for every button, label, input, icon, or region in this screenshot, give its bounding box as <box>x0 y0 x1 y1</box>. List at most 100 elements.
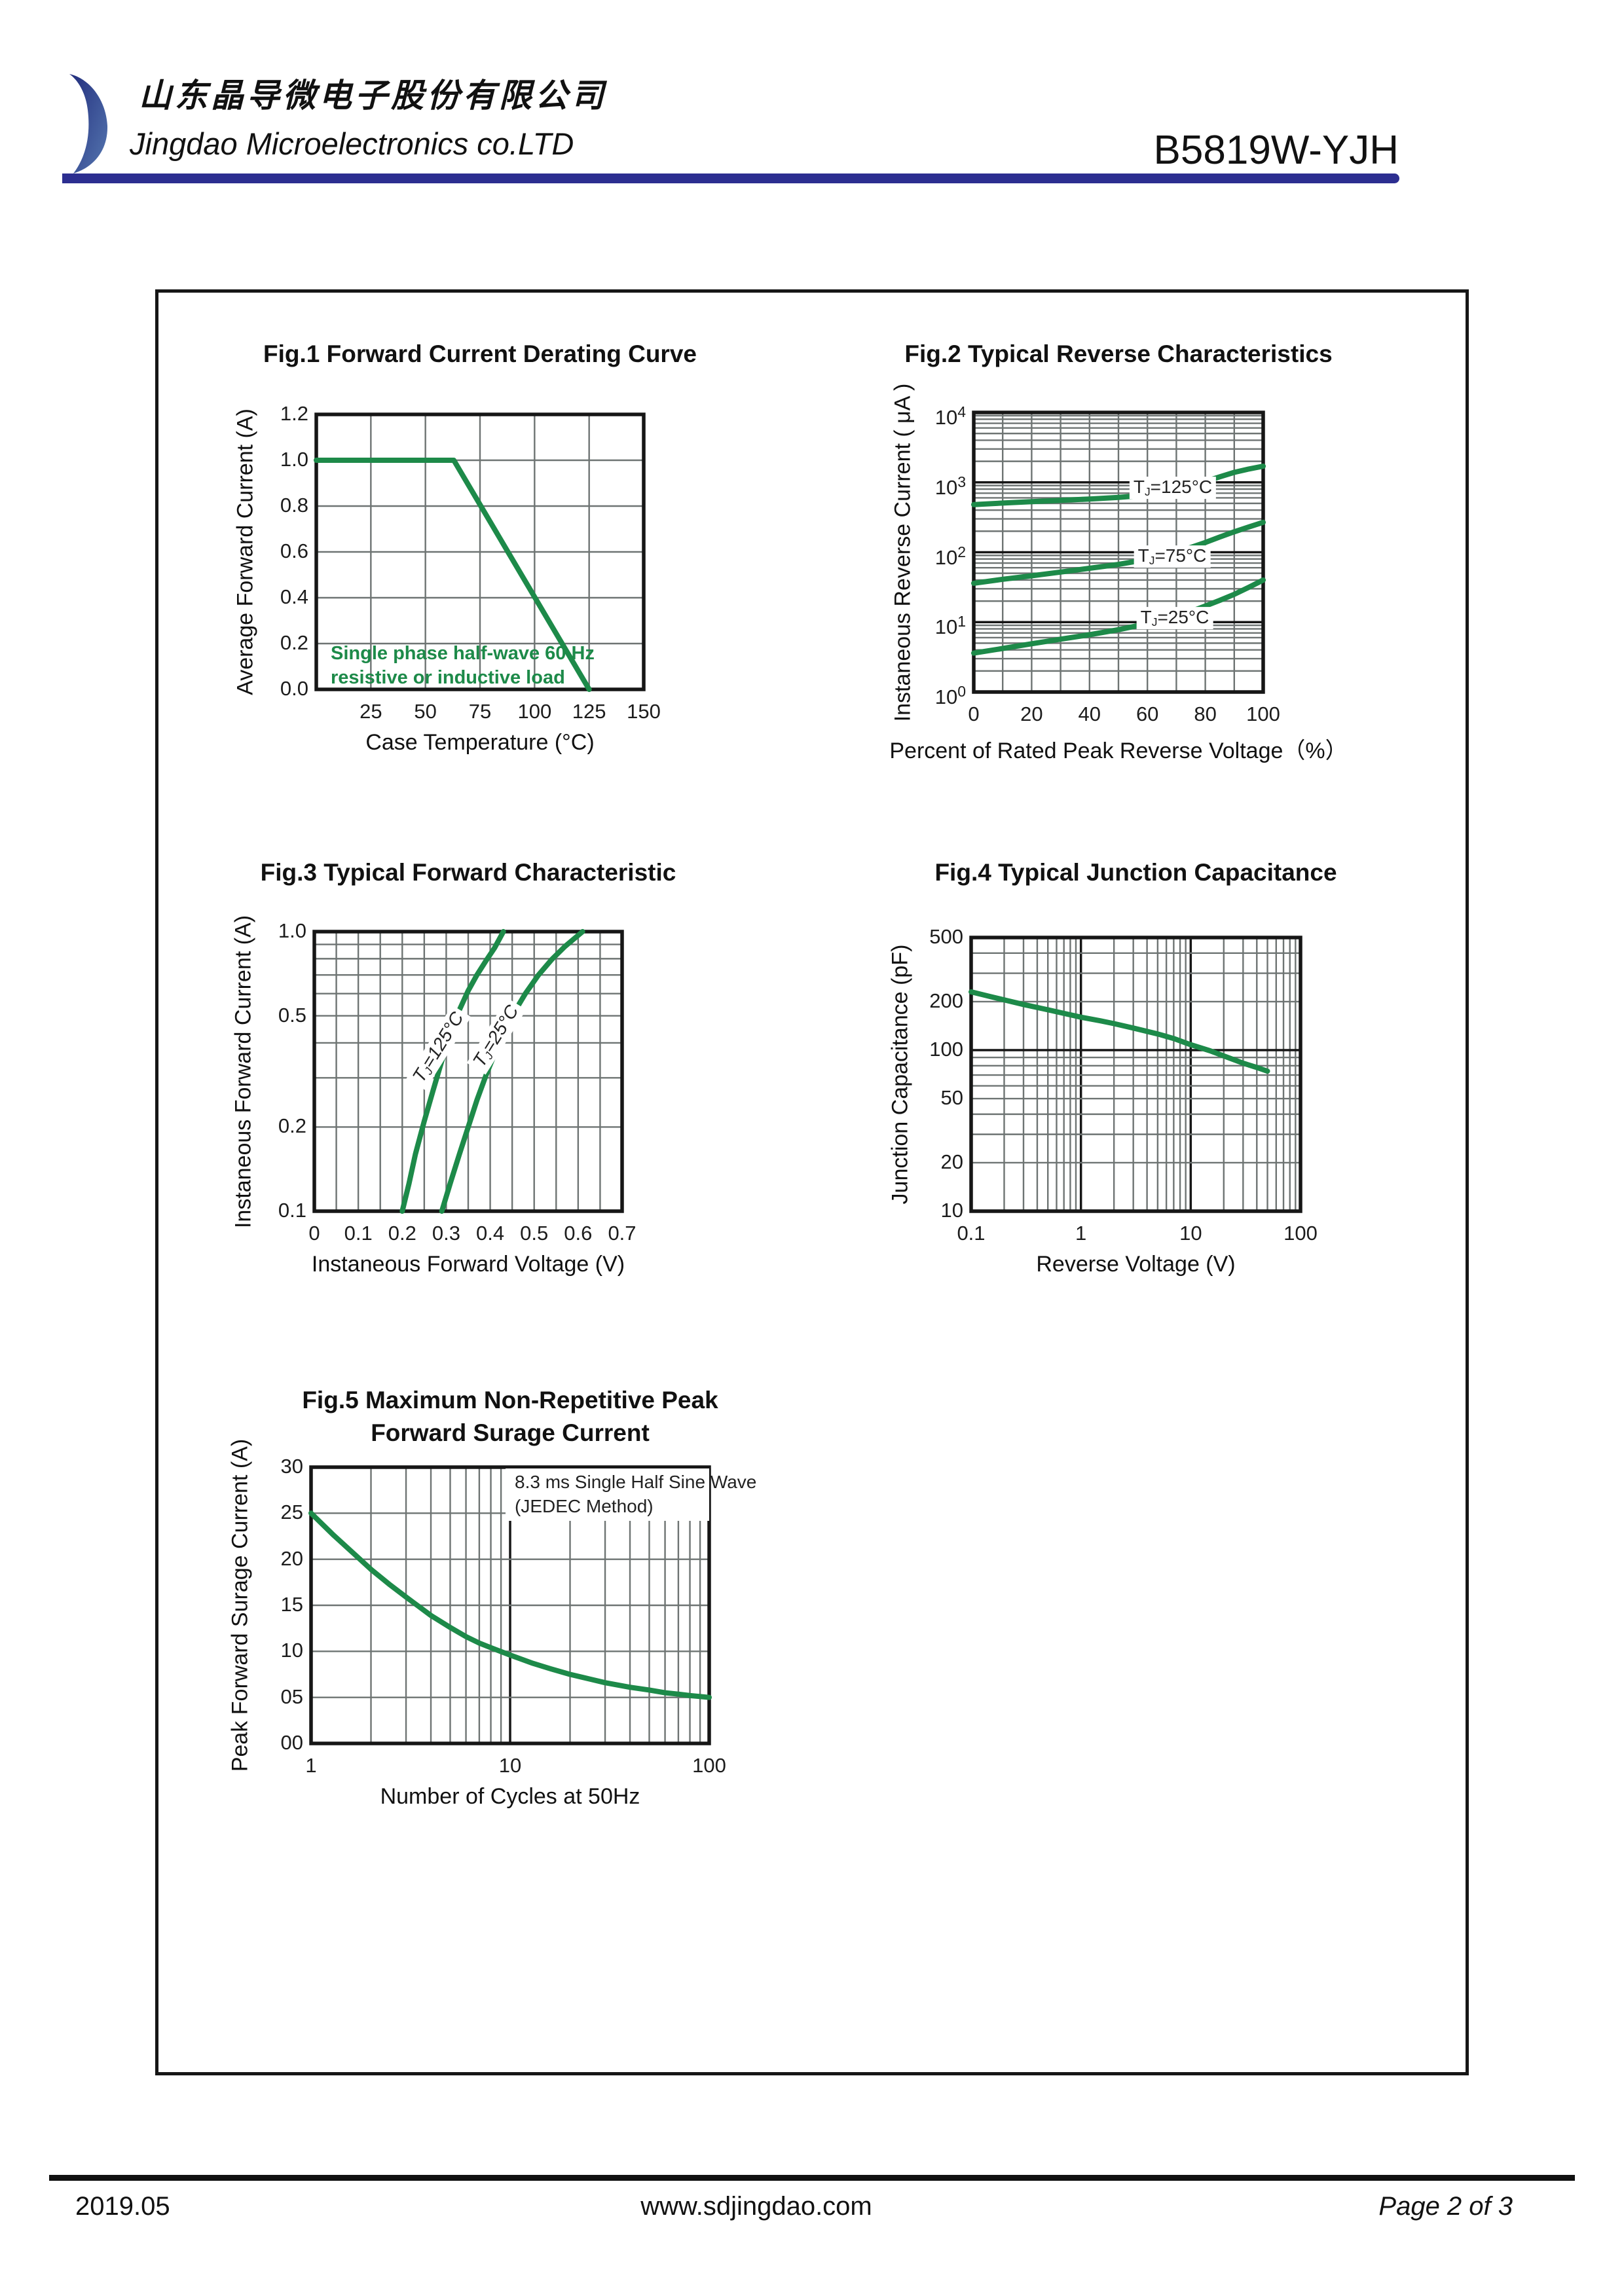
fig1-y-tick-label: 0.4 <box>280 585 308 608</box>
curve-forward-current-derating <box>314 458 592 692</box>
logo-crescent-shape <box>69 74 108 173</box>
fig5-y-tick-label: 25 <box>280 1501 303 1524</box>
fig3-y-tick-label: 0.1 <box>278 1199 306 1222</box>
fig5-y-tick-label: 05 <box>280 1685 303 1708</box>
fig4-y-tick-label: 10 <box>940 1199 963 1222</box>
fig5-y-tick-label: 00 <box>280 1731 303 1754</box>
fig2-title: Fig.2 Typical Reverse Characteristics <box>904 340 1333 367</box>
footer-date: 2019.05 <box>75 2192 170 2221</box>
subscript: J <box>1151 615 1158 629</box>
plot-frame <box>314 412 646 691</box>
fig4-y-tick-label: 50 <box>940 1086 963 1110</box>
exponent: 3 <box>957 473 966 490</box>
fig1-y-tick-label: 1.2 <box>280 402 308 425</box>
plot-frame <box>312 930 624 1213</box>
fig2-y-tick-label: 103 <box>934 473 966 499</box>
fig4-x-tick-label: 100 <box>1283 1222 1318 1245</box>
curve-peak-surge-current <box>308 1510 712 1700</box>
header: 山东晶导微电子股份有限公司 Jingdao Microelectronics c… <box>0 0 1624 196</box>
fig3-x-tick-label: 0.3 <box>432 1222 460 1245</box>
fig5-title: Fig.5 Maximum Non-Repetitive Peak Forwar… <box>302 1387 718 1446</box>
plot-frame <box>309 1465 711 1745</box>
fig3-x-tick-label: 0.4 <box>476 1222 505 1245</box>
fig4-y-tick-label: 100 <box>929 1037 963 1061</box>
fig2-x-tick-label: 80 <box>1194 702 1217 725</box>
fig2-x-tick-label: 20 <box>1020 702 1043 725</box>
exponent: 4 <box>957 403 966 420</box>
annotation-line: resistive or inductive load <box>331 667 565 688</box>
fig2-x-axis-label: Percent of Rated Peak Reverse Voltage（%） <box>889 738 1348 763</box>
fig4-title: Fig.4 Typical Junction Capacitance <box>934 859 1337 886</box>
fig4-y-tick-label: 500 <box>929 925 963 948</box>
fig3-title: Fig.3 Typical Forward Characteristic <box>260 859 676 886</box>
company-name-en: Jingdao Microelectronics co.LTD <box>130 126 574 161</box>
footer: 2019.05 www.sdjingdao.com Page 2 of 3 <box>0 2160 1624 2265</box>
fig1-y-tick-label: 0.0 <box>280 677 308 700</box>
subscript: J <box>1144 484 1151 498</box>
fig1-y-tick-label: 0.8 <box>280 494 308 517</box>
fig1-x-tick-label: 25 <box>360 700 382 723</box>
subscript: J <box>421 1065 436 1077</box>
fig3-y-tick-label: 0.2 <box>278 1114 306 1138</box>
fig5-x-tick-label: 100 <box>692 1754 726 1777</box>
subscript: J <box>1149 553 1155 567</box>
fig5-y-tick-label: 15 <box>280 1593 303 1616</box>
plot-frame <box>972 410 1265 694</box>
company-logo-icon <box>69 74 108 173</box>
fig2-curve-label: TJ=75°C <box>1134 545 1211 568</box>
fig4-y-tick-label: 200 <box>929 989 963 1012</box>
footer-website: www.sdjingdao.com <box>640 2192 872 2221</box>
fig1-x-tick-label: 125 <box>572 700 606 723</box>
fig1-y-tick-label: 0.2 <box>280 631 308 654</box>
fig3-y-tick-label: 0.5 <box>278 1003 306 1027</box>
curve-junction-capacitance <box>969 989 1270 1074</box>
fig2-y-tick-label: 101 <box>934 613 966 639</box>
annotation-line: 8.3 ms Single Half Sine Wave <box>515 1472 757 1492</box>
fig3-x-tick-label: 0.5 <box>520 1222 549 1245</box>
exponent: 2 <box>957 543 966 560</box>
company-name-cn: 山东晶导微电子股份有限公司 <box>139 77 607 114</box>
fig4-y-tick-label: 20 <box>940 1150 963 1173</box>
exponent: 0 <box>957 683 966 700</box>
fig1-x-tick-label: 150 <box>627 700 661 723</box>
fig5-x-tick-label: 10 <box>498 1754 522 1777</box>
fig1-title: Fig.1 Forward Current Derating Curve <box>263 340 697 367</box>
fig2-x-tick-label: 60 <box>1135 702 1159 725</box>
fig3-y-tick-label: 1.0 <box>278 919 306 942</box>
fig5-x-axis-label: Number of Cycles at 50Hz <box>380 1784 640 1809</box>
fig2-curve-label: TJ=25°C <box>1136 607 1213 629</box>
fig1-annotation: Single phase half-wave 60 Hz resistive or… <box>331 642 595 690</box>
fig2-x-tick-label: 100 <box>1246 702 1280 725</box>
footer-page-label: Page 2 of 3 <box>1378 2192 1513 2221</box>
fig5-y-tick-label: 30 <box>280 1455 303 1478</box>
fig5-y-tick-label: 20 <box>280 1546 303 1570</box>
fig1-y-tick-label: 0.6 <box>280 539 308 562</box>
annotation-line: Single phase half-wave 60 Hz <box>331 643 595 664</box>
plot-frame <box>969 936 1302 1213</box>
part-number: B5819W-YJH <box>1153 128 1399 173</box>
logo-swoosh-shape <box>71 76 81 169</box>
fig3-x-axis-label: Instaneous Forward Voltage (V) <box>311 1252 625 1277</box>
fig3-x-tick-label: 0.1 <box>344 1222 373 1245</box>
fig3-x-tick-label: 0.7 <box>608 1222 637 1245</box>
fig4-x-tick-label: 0.1 <box>957 1222 986 1245</box>
fig4-x-axis-label: Reverse Voltage (V) <box>1036 1252 1236 1277</box>
fig3-x-tick-label: 0.2 <box>388 1222 416 1245</box>
annotation-line: (JEDEC Method) <box>515 1496 654 1516</box>
fig3-x-tick-label: 0 <box>308 1222 320 1245</box>
fig2-curve-label: TJ=125°C <box>1129 477 1217 499</box>
fig5-x-tick-label: 1 <box>305 1754 317 1777</box>
fig2-y-tick-label: 100 <box>934 683 966 708</box>
fig1-x-axis-label: Case Temperature (°C) <box>365 730 595 755</box>
fig4-x-tick-label: 10 <box>1179 1222 1202 1245</box>
fig1-x-tick-label: 100 <box>517 700 552 723</box>
fig2-y-tick-label: 104 <box>934 403 966 429</box>
fig5-annotation: 8.3 ms Single Half Sine Wave (JEDEC Metho… <box>506 1468 757 1521</box>
fig2-y-tick-label: 102 <box>934 543 966 569</box>
fig4-x-tick-label: 1 <box>1075 1222 1087 1245</box>
header-accent-bar <box>62 173 1399 183</box>
fig5-y-tick-label: 10 <box>280 1639 303 1662</box>
content-border-box <box>155 289 1469 2075</box>
